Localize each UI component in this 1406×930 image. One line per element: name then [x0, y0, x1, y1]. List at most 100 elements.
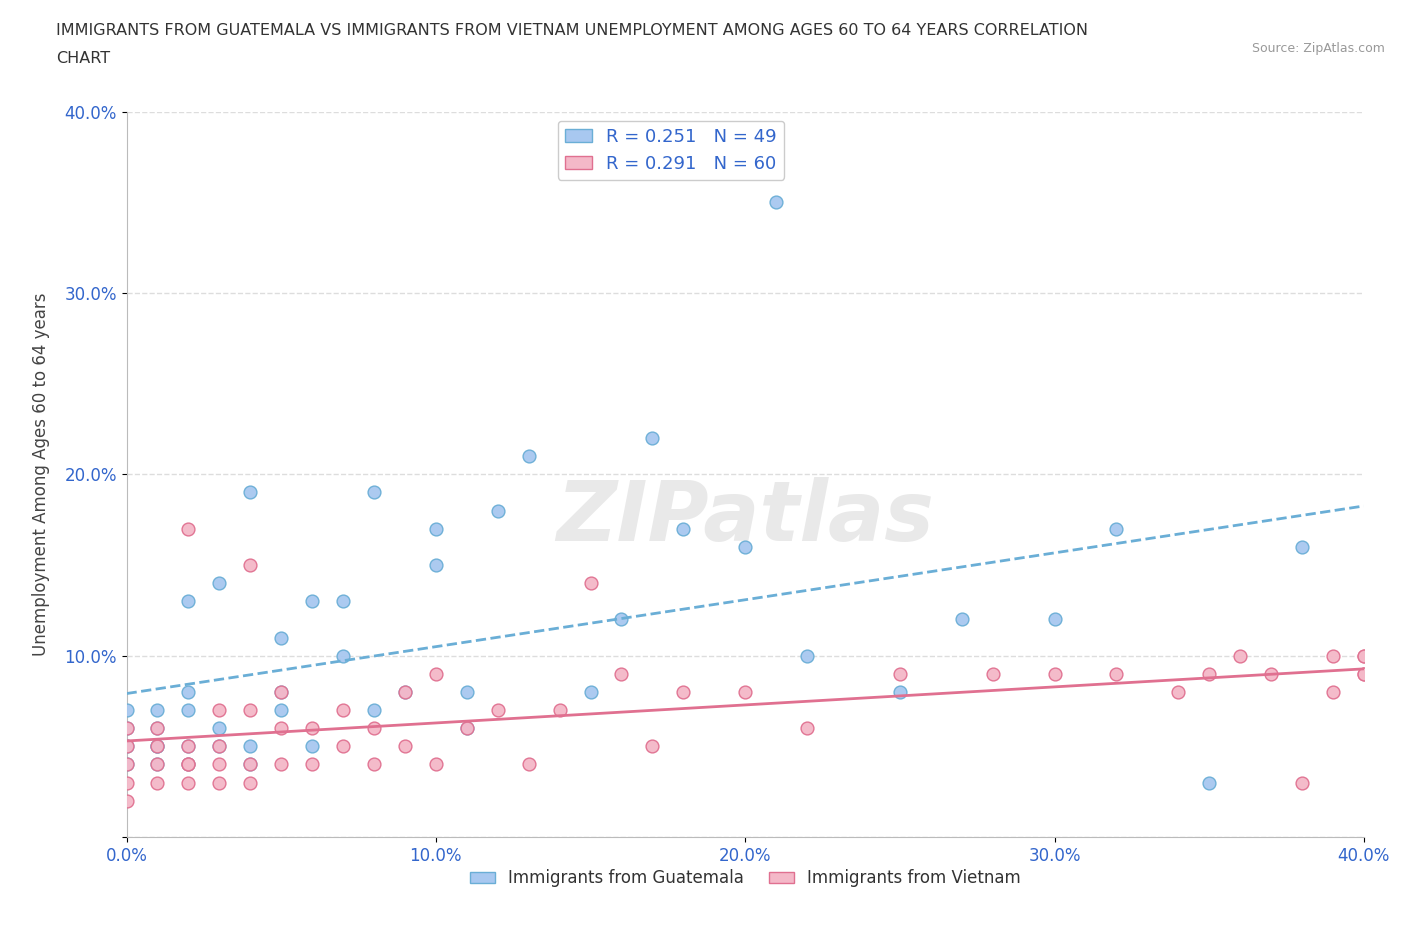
Point	[270, 684, 292, 699]
Point	[301, 738, 323, 753]
Point	[1353, 648, 1375, 663]
Point	[734, 684, 756, 699]
Point	[301, 594, 323, 609]
Text: CHART: CHART	[56, 51, 110, 66]
Point	[456, 721, 478, 736]
Point	[146, 721, 169, 736]
Point	[115, 776, 138, 790]
Point	[177, 521, 200, 536]
Point	[610, 667, 633, 682]
Point	[115, 757, 138, 772]
Point	[425, 757, 447, 772]
Point	[239, 757, 262, 772]
Point	[610, 612, 633, 627]
Point	[146, 757, 169, 772]
Point	[177, 684, 200, 699]
Point	[270, 703, 292, 718]
Point	[1198, 776, 1220, 790]
Text: ZIPatlas: ZIPatlas	[557, 477, 934, 558]
Point	[796, 648, 818, 663]
Point	[486, 503, 509, 518]
Point	[1353, 667, 1375, 682]
Point	[1322, 648, 1344, 663]
Point	[363, 485, 385, 500]
Point	[332, 703, 354, 718]
Point	[641, 738, 664, 753]
Point	[1105, 667, 1128, 682]
Point	[796, 721, 818, 736]
Point	[425, 558, 447, 573]
Point	[177, 757, 200, 772]
Point	[208, 703, 231, 718]
Point	[363, 721, 385, 736]
Point	[394, 684, 416, 699]
Legend: Immigrants from Guatemala, Immigrants from Vietnam: Immigrants from Guatemala, Immigrants fr…	[463, 863, 1028, 894]
Point	[115, 738, 138, 753]
Y-axis label: Unemployment Among Ages 60 to 64 years: Unemployment Among Ages 60 to 64 years	[32, 293, 51, 656]
Point	[270, 757, 292, 772]
Point	[425, 521, 447, 536]
Point	[177, 757, 200, 772]
Point	[115, 703, 138, 718]
Point	[1353, 648, 1375, 663]
Point	[239, 738, 262, 753]
Point	[270, 684, 292, 699]
Point	[579, 684, 602, 699]
Point	[981, 667, 1004, 682]
Point	[672, 684, 695, 699]
Point	[517, 757, 540, 772]
Point	[1198, 667, 1220, 682]
Point	[734, 539, 756, 554]
Point	[641, 431, 664, 445]
Point	[548, 703, 571, 718]
Point	[332, 738, 354, 753]
Point	[146, 738, 169, 753]
Point	[1353, 667, 1375, 682]
Point	[208, 721, 231, 736]
Point	[517, 449, 540, 464]
Point	[1105, 521, 1128, 536]
Point	[208, 738, 231, 753]
Point	[239, 558, 262, 573]
Point	[146, 776, 169, 790]
Point	[301, 757, 323, 772]
Point	[1260, 667, 1282, 682]
Point	[239, 485, 262, 500]
Point	[579, 576, 602, 591]
Point	[425, 667, 447, 682]
Point	[239, 776, 262, 790]
Point	[115, 721, 138, 736]
Point	[146, 738, 169, 753]
Point	[239, 703, 262, 718]
Point	[394, 738, 416, 753]
Point	[1167, 684, 1189, 699]
Point	[146, 703, 169, 718]
Point	[765, 195, 787, 210]
Point	[115, 721, 138, 736]
Point	[950, 612, 973, 627]
Point	[208, 757, 231, 772]
Point	[146, 738, 169, 753]
Point	[1229, 648, 1251, 663]
Point	[115, 757, 138, 772]
Point	[146, 721, 169, 736]
Text: IMMIGRANTS FROM GUATEMALA VS IMMIGRANTS FROM VIETNAM UNEMPLOYMENT AMONG AGES 60 : IMMIGRANTS FROM GUATEMALA VS IMMIGRANTS …	[56, 23, 1088, 38]
Point	[394, 684, 416, 699]
Point	[332, 594, 354, 609]
Point	[177, 703, 200, 718]
Point	[177, 757, 200, 772]
Point	[1291, 539, 1313, 554]
Point	[456, 721, 478, 736]
Point	[363, 757, 385, 772]
Point	[115, 738, 138, 753]
Point	[486, 703, 509, 718]
Point	[270, 631, 292, 645]
Point	[363, 703, 385, 718]
Point	[889, 667, 911, 682]
Point	[1291, 776, 1313, 790]
Point	[332, 648, 354, 663]
Point	[177, 776, 200, 790]
Point	[239, 757, 262, 772]
Point	[1322, 684, 1344, 699]
Point	[177, 738, 200, 753]
